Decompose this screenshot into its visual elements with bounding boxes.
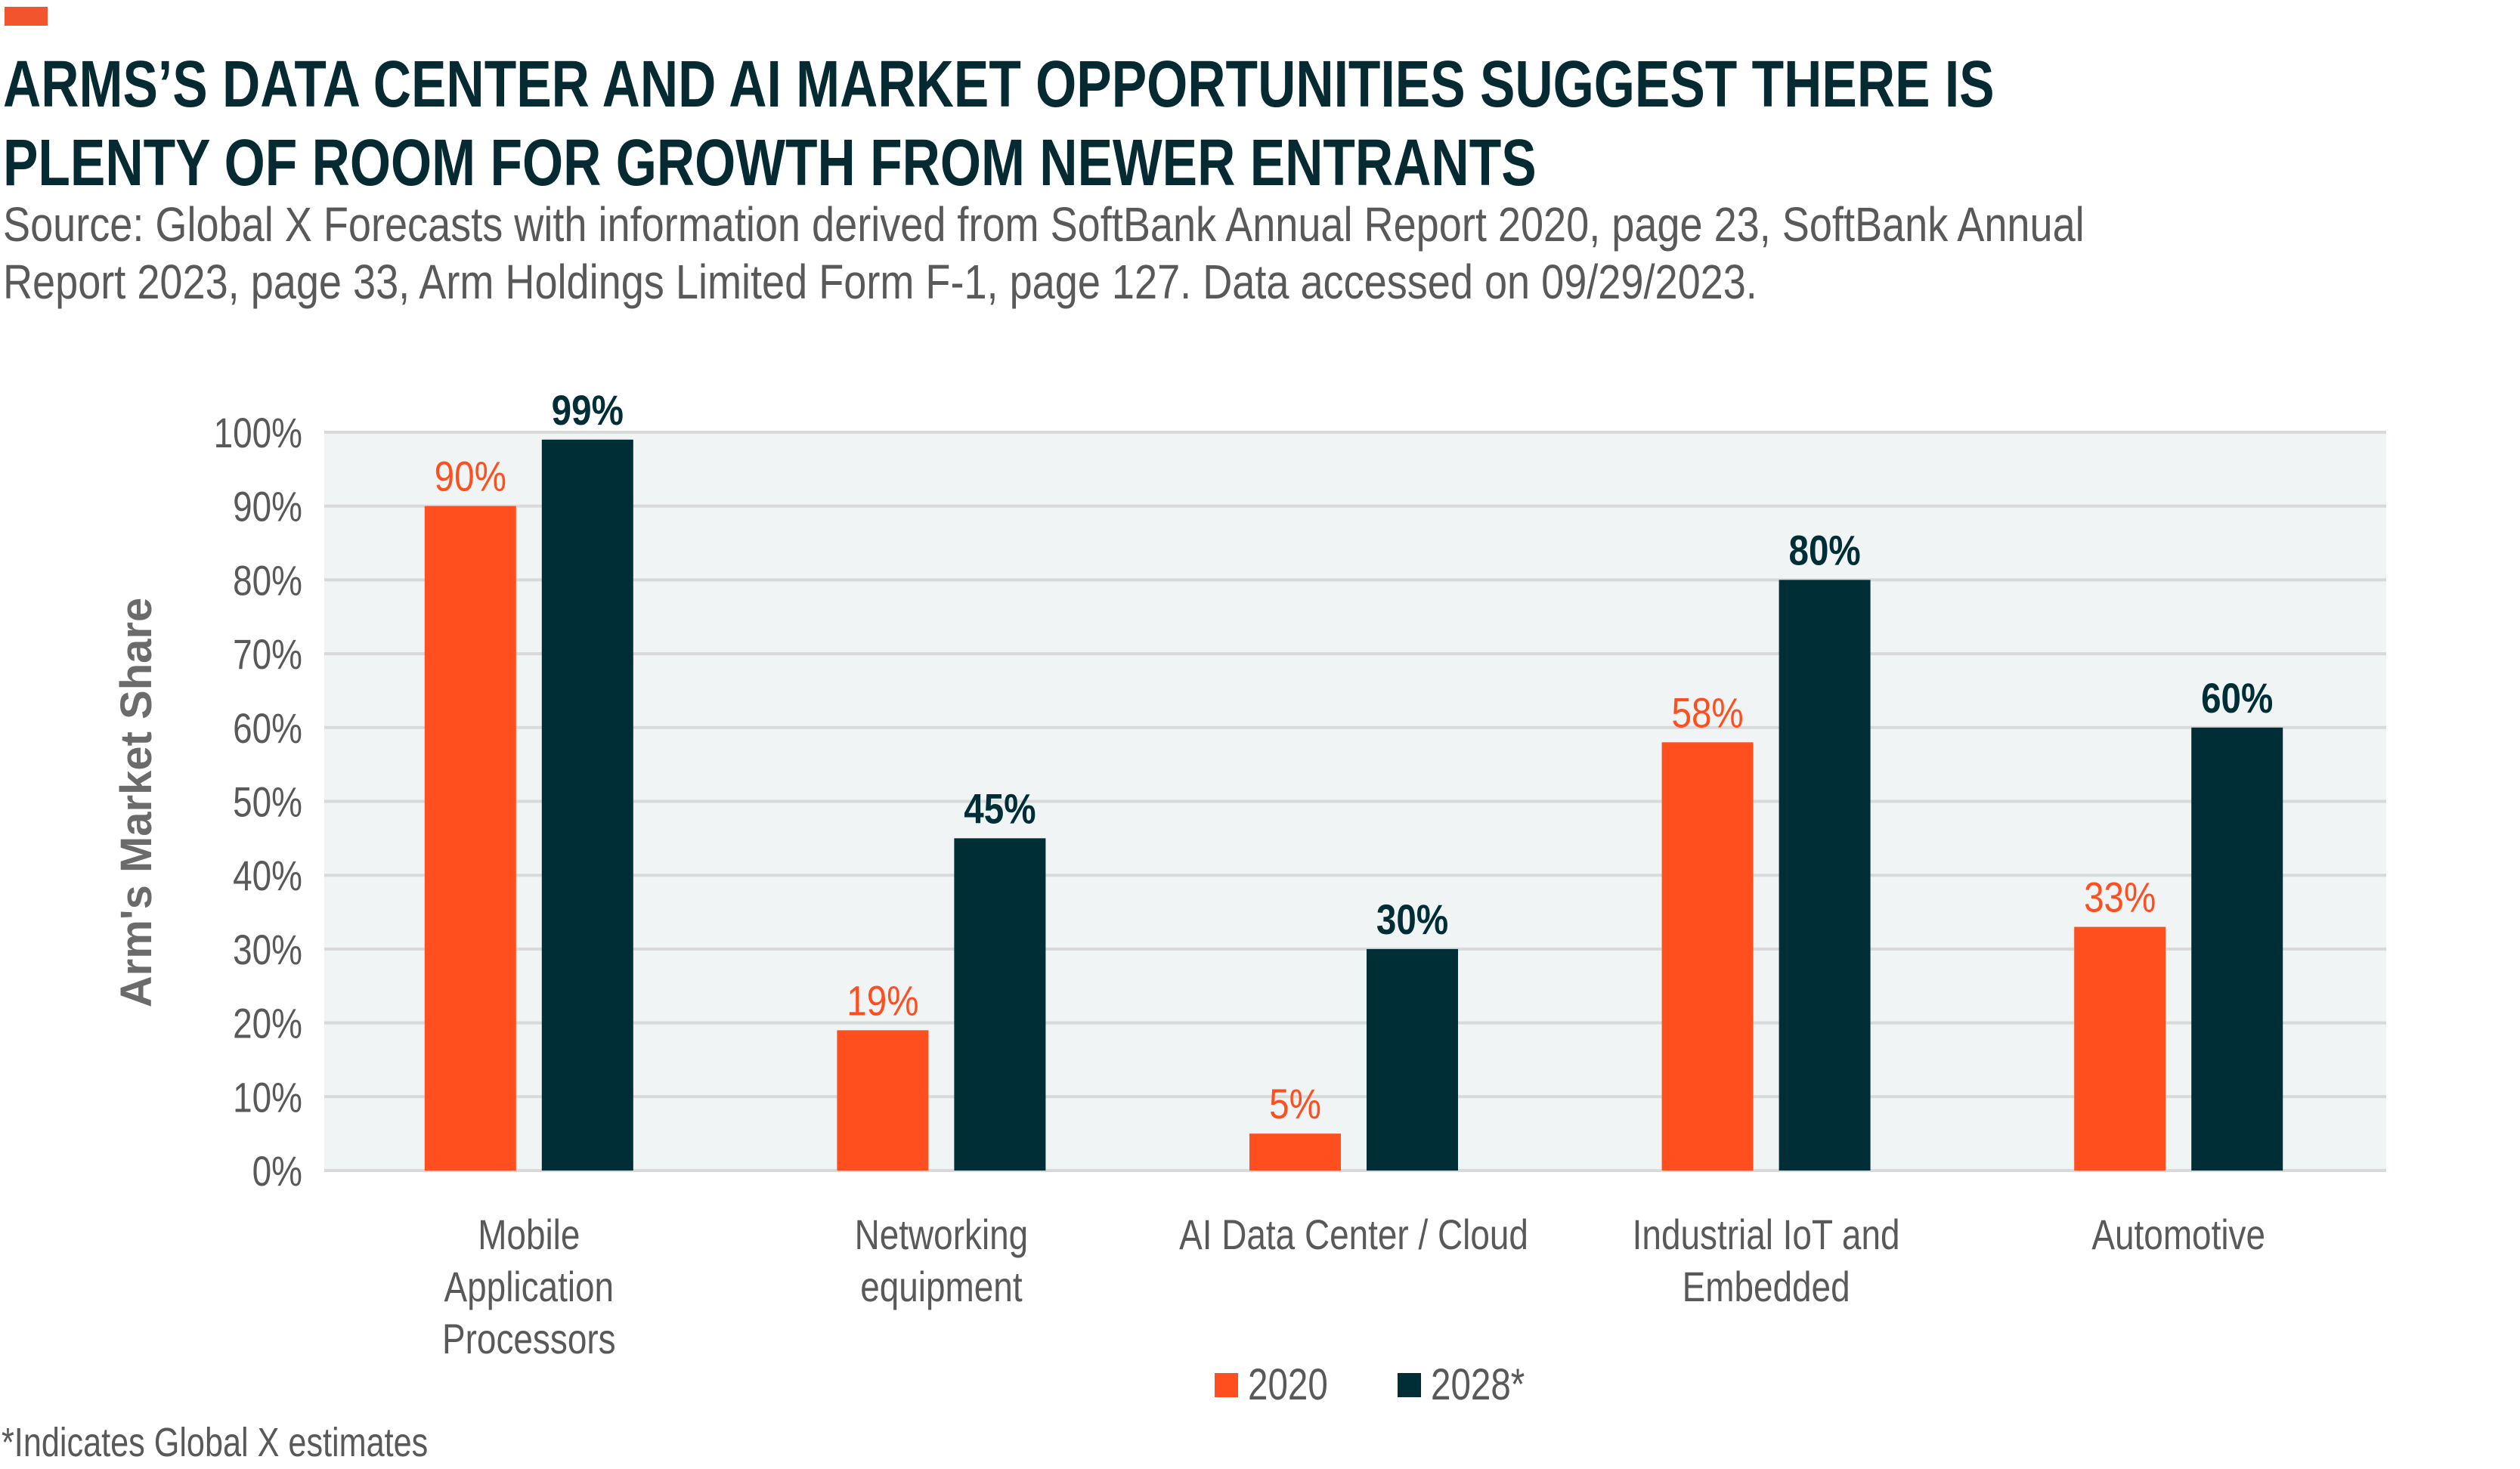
data-labels: 90% 19% 5% 58% 33% 99% 45% 30% 80% 60% (435, 387, 2274, 1128)
category-label: equipment (860, 1263, 1022, 1310)
footnote: *Indicates Global X estimates (2, 1420, 429, 1465)
y-tick-label: 70% (233, 631, 302, 678)
y-axis-title: Arm's Market Share (112, 598, 161, 1007)
y-tick-label: 10% (233, 1074, 302, 1121)
data-label: 99% (552, 387, 624, 434)
legend-label: 2028* (1431, 1361, 1525, 1410)
brand-accent-bar (5, 7, 48, 26)
legend: 2020 2028* (1215, 1361, 1525, 1410)
source-note-line-1: Source: Global X Forecasts with informat… (3, 197, 2085, 252)
data-label: 80% (1788, 527, 1860, 574)
chart-title-line-2: PLENTY OF ROOM FOR GROWTH FROM NEWER ENT… (3, 126, 1537, 199)
gridlines (324, 431, 2386, 1172)
legend-label: 2020 (1248, 1361, 1328, 1410)
category-label: Networking (855, 1211, 1029, 1258)
bar-2020 (2074, 926, 2166, 1171)
bar-2020 (1661, 742, 1754, 1171)
y-tick-label: 50% (233, 778, 302, 825)
legend-swatch-2028 (1398, 1373, 1421, 1397)
y-tick-label: 20% (233, 1000, 302, 1047)
bar-2020 (837, 1030, 929, 1171)
y-tick-label: 40% (233, 852, 302, 899)
category-label: Application (444, 1263, 615, 1310)
y-tick-label: 30% (233, 926, 302, 973)
bar-2028 (541, 439, 633, 1171)
y-tick-label: 0% (252, 1148, 302, 1195)
category-label: Processors (442, 1316, 616, 1362)
category-label: Mobile (478, 1211, 580, 1258)
data-label: 58% (1671, 690, 1743, 737)
data-label: 30% (1376, 896, 1448, 943)
bar-2028 (1367, 948, 1458, 1171)
y-tick-label: 100% (214, 410, 302, 456)
category-label: Industrial IoT and (1633, 1211, 1900, 1258)
y-tick-label: 60% (233, 704, 302, 751)
data-label: 19% (847, 978, 918, 1025)
data-label: 45% (964, 786, 1036, 833)
chart-title-line-1: ARMS’S DATA CENTER AND AI MARKET OPPORTU… (3, 48, 1995, 121)
legend-swatch-2020 (1215, 1373, 1238, 1397)
source-note-line-2: Report 2023, page 33, Arm Holdings Limit… (3, 255, 1757, 309)
data-label: 60% (2201, 675, 2273, 722)
category-label: Embedded (1683, 1263, 1850, 1310)
x-axis-labels: Mobile Application Processors Networking equ… (442, 1211, 2265, 1362)
y-tick-label: 90% (233, 483, 302, 530)
bar-2020 (424, 506, 516, 1171)
bar-2028 (954, 838, 1046, 1171)
category-label: AI Data Center / Cloud (1179, 1211, 1528, 1258)
bar-2028 (2191, 727, 2283, 1171)
bars (424, 439, 2283, 1171)
y-axis-ticks: 0% 10% 20% 30% 40% 50% 60% 70% 80% 90% 100% (214, 410, 302, 1195)
data-label: 33% (2084, 874, 2156, 921)
y-tick-label: 80% (233, 557, 302, 604)
bar-2028 (1779, 580, 1871, 1171)
bar-2020 (1249, 1133, 1341, 1171)
data-label: 5% (1269, 1081, 1321, 1128)
data-label: 90% (435, 453, 506, 500)
category-label: Automotive (2091, 1211, 2265, 1258)
